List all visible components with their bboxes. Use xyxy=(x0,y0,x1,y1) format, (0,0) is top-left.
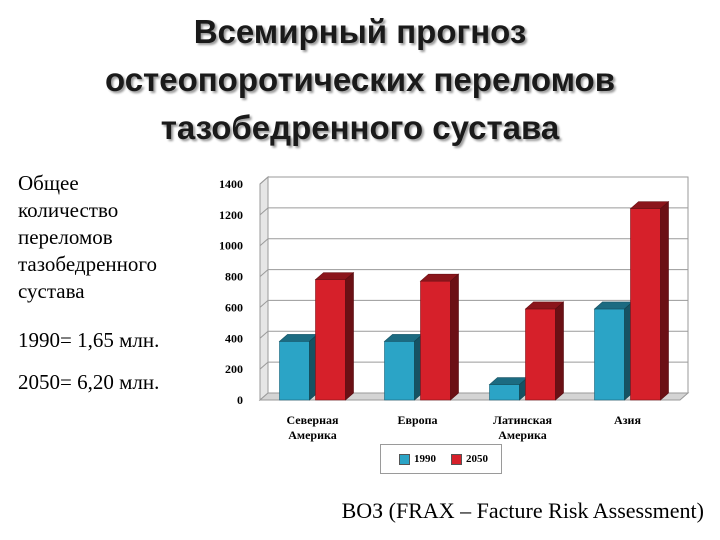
bar-1990 xyxy=(384,341,415,401)
gridline-side xyxy=(259,269,269,277)
description-text: Общее количество переломов тазобедренног… xyxy=(18,170,208,305)
bar-1990 xyxy=(489,384,520,401)
title-line: остеопоротических переломов xyxy=(104,61,615,98)
title-line: тазобедренного сустава xyxy=(160,109,560,146)
bar-1990 xyxy=(279,341,310,401)
chart-legend: 1990 2050 xyxy=(380,444,502,474)
stat-1990: 1990= 1,65 млн. xyxy=(18,328,160,352)
legend-swatch-2050 xyxy=(451,453,462,465)
y-tick-label: 200 xyxy=(225,362,243,376)
legend-label-2050: 2050 xyxy=(466,453,488,465)
category-label: Америка xyxy=(498,428,547,442)
legend-item-2050: 2050 xyxy=(451,453,488,465)
category-label: Азия xyxy=(614,413,641,427)
category-label: Америка xyxy=(288,428,337,442)
bar-side-2050 xyxy=(660,201,669,401)
y-tick-label: 1400 xyxy=(219,177,243,191)
legend-label-1990: 1990 xyxy=(414,453,436,465)
bar-side-2050 xyxy=(555,301,564,401)
bar-2050 xyxy=(420,280,451,401)
slide-title: Всемирный прогноз остеопоротических пере… xyxy=(0,8,720,152)
y-tick-label: 0 xyxy=(237,393,243,407)
bar-2050 xyxy=(525,308,556,401)
bar-side-2050 xyxy=(345,271,354,401)
bar-2050 xyxy=(630,208,661,401)
gridline-side xyxy=(259,207,269,216)
description-line: количество xyxy=(18,198,119,222)
y-tick-label: 800 xyxy=(225,270,243,284)
description-line: переломов xyxy=(18,225,113,249)
description-line: сустава xyxy=(18,279,85,303)
bar-side-2050 xyxy=(450,273,459,401)
bar-chart: 0200400600800100012001400СевернаяАмерика… xyxy=(219,175,690,442)
title-line: Всемирный прогноз xyxy=(193,13,527,50)
bar-1990 xyxy=(594,308,625,401)
description-line: Общее xyxy=(18,171,79,195)
legend-item-1990: 1990 xyxy=(399,453,436,465)
y-tick-label: 600 xyxy=(225,300,243,314)
y-tick-label: 1000 xyxy=(219,239,243,253)
y-tick-label: 400 xyxy=(225,331,243,345)
gridline-side xyxy=(259,176,269,185)
gridline-side xyxy=(259,361,269,370)
stat-2050: 2050= 6,20 млн. xyxy=(18,370,160,394)
bar-2050 xyxy=(315,279,346,401)
gridline-side xyxy=(259,330,269,339)
category-label: Северная xyxy=(286,413,339,427)
y-tick-label: 1200 xyxy=(219,208,243,222)
source-note: ВОЗ (FRAX – Facture Risk Assessment) xyxy=(341,498,704,523)
category-label: Европа xyxy=(397,413,437,427)
description-line: тазобедренного xyxy=(18,252,157,276)
gridline-side xyxy=(259,300,269,308)
legend-swatch-1990 xyxy=(399,453,410,465)
gridline-side xyxy=(259,238,269,247)
chart-side-wall xyxy=(259,175,269,402)
category-label: Латинская xyxy=(493,413,552,427)
